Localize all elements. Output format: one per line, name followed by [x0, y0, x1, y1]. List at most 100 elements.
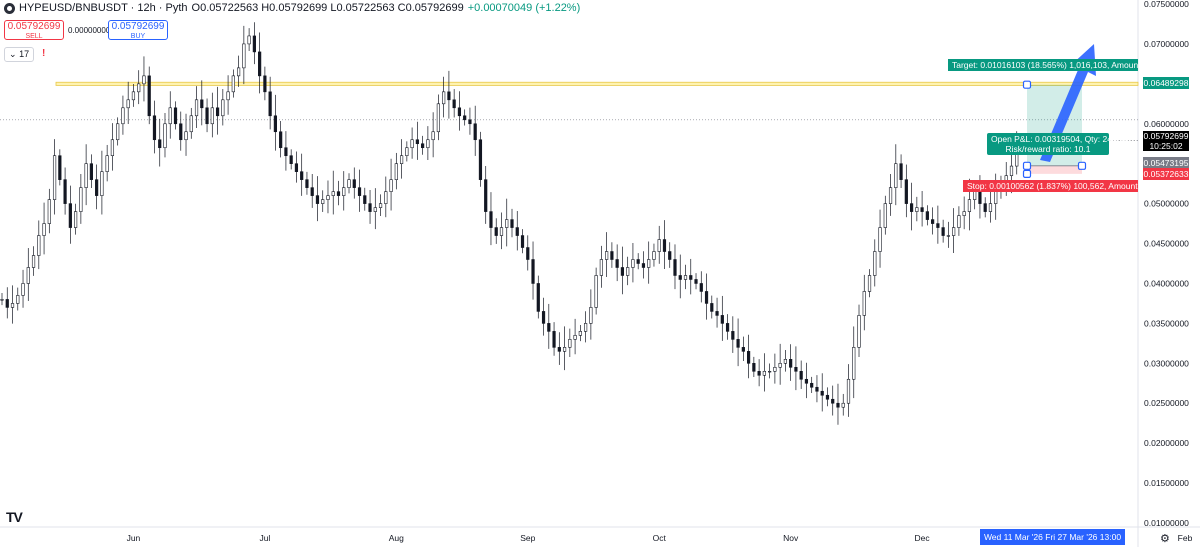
candle-body: [925, 211, 929, 220]
sell-price: 0.05792699: [7, 21, 61, 32]
x-tick-label: Aug: [389, 533, 404, 543]
candle-body: [867, 275, 872, 292]
candle-body: [326, 195, 330, 200]
candle-body: [973, 191, 977, 200]
candle-body: [105, 155, 109, 172]
candle-body: [836, 402, 840, 408]
candle-body: [825, 394, 830, 400]
x-tick-label: Sep: [520, 533, 535, 543]
position-handle: [1022, 161, 1032, 170]
y-tick-label: 0.03500000: [1144, 318, 1189, 328]
candle-body: [626, 267, 630, 276]
candle-body: [147, 75, 151, 117]
candle-body: [168, 107, 172, 125]
candle-body: [962, 211, 966, 216]
tradingview-logo[interactable]: TV: [6, 509, 23, 525]
candle-body: [431, 131, 435, 141]
candle-body: [26, 267, 30, 284]
y-tick-label: 0.01000000: [1144, 518, 1189, 528]
candle-body: [489, 211, 493, 228]
candle-body: [236, 67, 241, 77]
trend-arrow: [1040, 44, 1096, 162]
target-price-tag: 0.06489298: [1143, 77, 1189, 89]
candle-body: [89, 163, 93, 180]
stop-price-tag: 0.05372633: [1143, 168, 1189, 180]
candle-body: [0, 299, 4, 301]
candle-body: [389, 179, 393, 192]
candle-body: [242, 43, 246, 69]
candle-body: [820, 390, 824, 396]
candle-body: [641, 263, 646, 268]
candle-body: [520, 235, 525, 248]
gear-icon[interactable]: ⚙: [1160, 533, 1170, 545]
candle-body: [52, 155, 57, 200]
y-tick-label: 0.06000000: [1144, 119, 1189, 129]
candle-body: [58, 155, 62, 180]
candle-body: [883, 203, 887, 228]
volume-pill[interactable]: ⌄ 17: [4, 47, 35, 62]
last-price-tag: 0.05792699 10:25:02: [1143, 131, 1189, 151]
candle-body: [31, 255, 36, 268]
candle-body: [878, 227, 882, 252]
candle-body: [915, 207, 919, 212]
candle-body: [357, 187, 362, 196]
spread-value: 0.00000000: [68, 26, 111, 35]
alert-icon[interactable]: !: [42, 48, 46, 59]
candle-body: [294, 163, 299, 172]
candle-body: [541, 311, 546, 324]
y-tick-label: 0.05000000: [1144, 199, 1189, 209]
candle-body: [510, 219, 514, 228]
candle-body: [741, 347, 745, 352]
symbol-title[interactable]: HYPEUSD/BNBUSDT · 12h · Pyth: [19, 2, 188, 14]
candle-body: [205, 107, 209, 125]
candle-body: [279, 131, 283, 149]
candle-body: [799, 370, 803, 380]
candle-body: [457, 107, 462, 117]
candle-body: [515, 227, 519, 236]
loss-zone: [1027, 165, 1082, 174]
candle-body: [173, 107, 178, 125]
date-range-label: Wed 11 Mar '26 Fri 27 Mar '26 13:00: [980, 529, 1125, 545]
candle-body: [578, 331, 582, 336]
sell-button[interactable]: 0.05792699 SELL: [4, 20, 64, 40]
candle-body: [536, 283, 540, 312]
candle-body: [163, 123, 167, 149]
candle-body: [610, 251, 614, 260]
candle-body: [373, 207, 377, 212]
buy-button[interactable]: 0.05792699 BUY: [108, 20, 168, 40]
candle-body: [757, 370, 761, 376]
candle-body: [689, 275, 693, 280]
candle-body: [415, 139, 419, 145]
candle-body: [399, 155, 404, 164]
candle-body: [231, 75, 235, 93]
candle-body: [957, 215, 961, 228]
candle-body: [568, 339, 572, 348]
candle-body: [804, 378, 809, 384]
candle-body: [210, 107, 214, 125]
candle-body: [620, 267, 625, 276]
candle-body: [63, 179, 67, 204]
stop-label[interactable]: Stop: 0.00100562 (1.837%) 100,562, Amoun…: [963, 180, 1138, 192]
candle-body: [336, 191, 341, 196]
candle-body: [662, 239, 667, 252]
candle-body: [189, 115, 193, 133]
candle-body: [442, 91, 446, 105]
candle-body: [888, 187, 893, 204]
candle-body: [978, 191, 982, 204]
candle-body: [725, 323, 730, 332]
candle-body: [100, 171, 104, 196]
pnl-label[interactable]: Open P&L: 0.00319504, Qty: 248602 Risk/r…: [987, 133, 1131, 155]
candle-body: [321, 199, 325, 204]
target-label[interactable]: Target: 0.01016103 (18.565%) 1,016,103, …: [948, 59, 1138, 71]
candle-body: [452, 99, 456, 109]
buy-label: BUY: [130, 33, 146, 40]
candle-body: [746, 351, 751, 364]
last-price: 0.05792699: [1143, 131, 1189, 141]
candle-body: [342, 187, 346, 196]
buy-price: 0.05792699: [111, 21, 165, 32]
candle-body: [142, 75, 146, 85]
candle-body: [473, 123, 477, 141]
candle-body: [315, 195, 320, 204]
symbol-logo-icon: [4, 2, 15, 14]
